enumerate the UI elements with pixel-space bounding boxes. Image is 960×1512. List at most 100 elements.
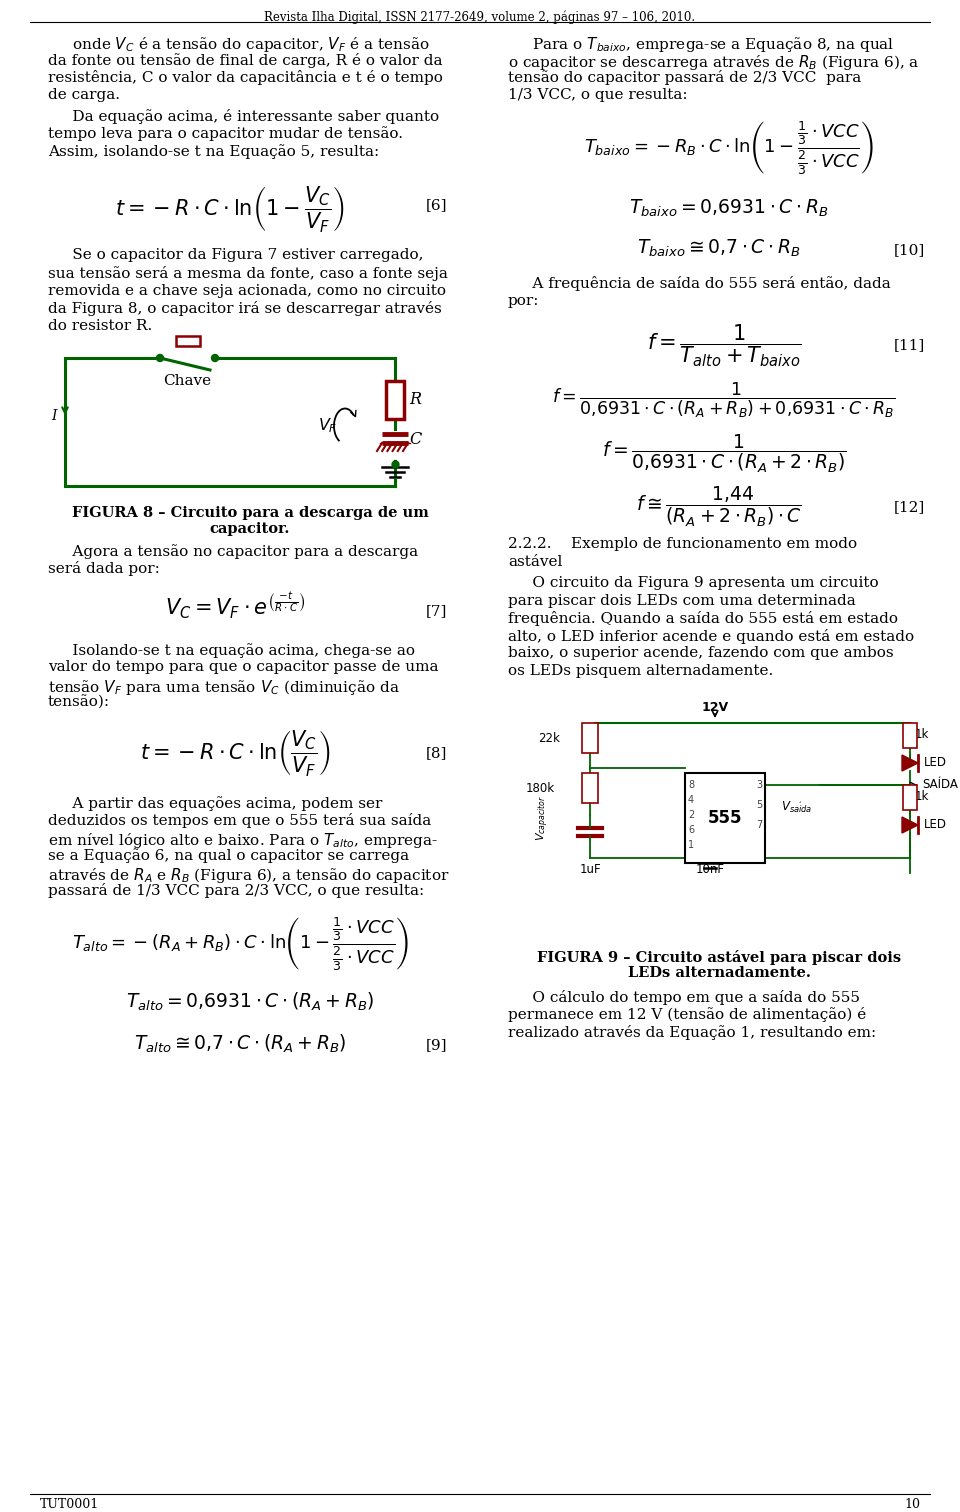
Text: $T_{alto} \cong 0{,}7 \cdot C \cdot (R_A + R_B)$: $T_{alto} \cong 0{,}7 \cdot C \cdot (R_A… [133,1033,347,1055]
Text: 1/3 VCC, o que resulta:: 1/3 VCC, o que resulta: [508,88,687,101]
Text: $T_{baixo} = 0{,}6931 \cdot C \cdot R_B$: $T_{baixo} = 0{,}6931 \cdot C \cdot R_B$ [630,198,828,219]
Text: deduzidos os tempos em que o 555 terá sua saída: deduzidos os tempos em que o 555 terá su… [48,813,431,829]
Text: Agora a tensão no capacitor para a descarga: Agora a tensão no capacitor para a desca… [48,544,419,559]
Text: $f = \dfrac{1}{0{,}6931 \cdot C \cdot (R_A + 2 \cdot R_B)}$: $f = \dfrac{1}{0{,}6931 \cdot C \cdot (R… [602,432,847,475]
Text: [11]: [11] [894,339,925,352]
Text: 22k: 22k [539,732,560,744]
Text: FIGURA 8 – Circuito para a descarga de um: FIGURA 8 – Circuito para a descarga de u… [72,507,428,520]
Text: $V_{sa\'{i}da}$: $V_{sa\'{i}da}$ [781,800,813,815]
Text: removida e a chave seja acionada, como no circuito: removida e a chave seja acionada, como n… [48,284,446,298]
Text: através de $R_A$ e $R_B$ (Figura 6), a tensão do capacitor: através de $R_A$ e $R_B$ (Figura 6), a t… [48,866,449,885]
Text: astável: astável [508,555,563,569]
Text: do resistor R.: do resistor R. [48,319,153,333]
Text: valor do tempo para que o capacitor passe de uma: valor do tempo para que o capacitor pass… [48,661,439,674]
Text: 1k: 1k [915,729,929,741]
Text: será dada por:: será dada por: [48,561,160,576]
Text: o capacitor se descarrega através de $R_B$ (Figura 6), a: o capacitor se descarrega através de $R_… [508,53,920,71]
Bar [903,723,917,748]
Text: [10]: [10] [894,243,925,257]
Text: R: R [409,392,421,408]
Text: 3: 3 [756,780,762,789]
Text: 6: 6 [688,826,694,835]
Text: $t = -R \cdot C \cdot \ln\!\left(1 - \dfrac{V_C}{V_F}\right)$: $t = -R \cdot C \cdot \ln\!\left(1 - \df… [115,183,345,233]
Text: 4: 4 [688,795,694,804]
Text: $V_F$: $V_F$ [318,417,337,435]
Text: realizado através da Equação 1, resultando em:: realizado através da Equação 1, resultan… [508,1025,876,1040]
Text: por:: por: [508,293,540,307]
Text: LEDs alternadamente.: LEDs alternadamente. [628,966,810,980]
Text: $T_{baixo} = -R_B \cdot C \cdot \ln\!\left(1 - \dfrac{\frac{1}{3} \cdot VCC}{\fr: $T_{baixo} = -R_B \cdot C \cdot \ln\!\le… [585,119,874,177]
Polygon shape [902,754,918,771]
Text: [8]: [8] [425,745,447,761]
Text: $f = \dfrac{1}{0{,}6931 \cdot C \cdot (R_A + R_B) + 0{,}6931 \cdot C \cdot R_B}$: $f = \dfrac{1}{0{,}6931 \cdot C \cdot (R… [552,381,896,420]
Bar [685,773,765,863]
Text: de carga.: de carga. [48,88,120,101]
Bar [582,773,598,803]
Text: $T_{alto} = 0{,}6931 \cdot C \cdot (R_A + R_B)$: $T_{alto} = 0{,}6931 \cdot C \cdot (R_A … [126,990,374,1013]
Bar [903,785,917,810]
Text: $V_{capacitor}$: $V_{capacitor}$ [535,795,551,841]
Text: A frequência de saída do 555 será então, dada: A frequência de saída do 555 será então,… [508,277,891,290]
Text: tensão do capacitor passará de 2/3 VCC  para: tensão do capacitor passará de 2/3 VCC p… [508,70,861,85]
Text: $T_{alto} = -(R_A + R_B) \cdot C \cdot \ln\!\left(1 - \dfrac{\frac{1}{3} \cdot V: $T_{alto} = -(R_A + R_B) \cdot C \cdot \… [72,916,408,974]
Text: 2: 2 [688,810,694,820]
Text: tempo leva para o capacitor mudar de tensão.: tempo leva para o capacitor mudar de ten… [48,127,403,142]
Text: Da equação acima, é interessante saber quanto: Da equação acima, é interessante saber q… [48,109,439,124]
Text: Se o capacitor da Figura 7 estiver carregado,: Se o capacitor da Figura 7 estiver carre… [48,248,423,263]
Text: Isolando-se t na equação acima, chega-se ao: Isolando-se t na equação acima, chega-se… [48,643,415,658]
Text: capacitor.: capacitor. [210,522,290,535]
Text: $f = \dfrac{1}{T_{alto} + T_{baixo}}$: $f = \dfrac{1}{T_{alto} + T_{baixo}}$ [647,324,802,369]
Text: $T_{baixo} \cong 0{,}7 \cdot C \cdot R_B$: $T_{baixo} \cong 0{,}7 \cdot C \cdot R_B… [637,237,801,259]
Text: se a Equação 6, na qual o capacitor se carrega: se a Equação 6, na qual o capacitor se c… [48,848,409,863]
Text: para piscar dois LEDs com uma determinada: para piscar dois LEDs com uma determinad… [508,594,855,608]
Text: da Figura 8, o capacitor irá se descarregar através: da Figura 8, o capacitor irá se descarre… [48,301,442,316]
Text: sua tensão será a mesma da fonte, caso a fonte seja: sua tensão será a mesma da fonte, caso a… [48,266,448,281]
Text: A partir das equações acima, podem ser: A partir das equações acima, podem ser [48,795,382,810]
Text: $V_C = V_F \cdot e^{\left(\frac{-t}{R \cdot C}\right)}$: $V_C = V_F \cdot e^{\left(\frac{-t}{R \c… [165,591,305,621]
Text: [7]: [7] [425,603,447,618]
Text: C: C [409,431,421,448]
Text: [12]: [12] [894,500,925,514]
Bar [176,336,200,346]
Text: 2.2.2.    Exemplo de funcionamento em modo: 2.2.2. Exemplo de funcionamento em modo [508,537,857,550]
Text: [6]: [6] [425,198,447,213]
Text: alto, o LED inferior acende e quando está em estado: alto, o LED inferior acende e quando est… [508,629,914,644]
Text: 5: 5 [756,800,762,810]
Bar [582,723,598,753]
Text: tensão $V_F$ para uma tensão $V_C$ (diminuição da: tensão $V_F$ para uma tensão $V_C$ (dimi… [48,677,399,697]
Text: Para o $T_{baixo}$, emprega-se a Equação 8, na qual: Para o $T_{baixo}$, emprega-se a Equação… [508,35,895,54]
Text: 10nF: 10nF [695,863,725,875]
Text: 1uF: 1uF [579,863,601,875]
Text: $f \cong \dfrac{1{,}44}{(R_A + 2 \cdot R_B) \cdot C}$: $f \cong \dfrac{1{,}44}{(R_A + 2 \cdot R… [636,485,802,529]
Text: Assim, isolando-se t na Equação 5, resulta:: Assim, isolando-se t na Equação 5, resul… [48,144,379,159]
Text: LED: LED [924,818,947,832]
Circle shape [156,354,163,361]
Text: 12V: 12V [702,702,729,714]
Polygon shape [902,816,918,833]
Text: O circuito da Figura 9 apresenta um circuito: O circuito da Figura 9 apresenta um circ… [508,576,878,590]
Text: frequência. Quando a saída do 555 está em estado: frequência. Quando a saída do 555 está e… [508,611,898,626]
Text: passará de 1/3 VCC para 2/3 VCC, o que resulta:: passará de 1/3 VCC para 2/3 VCC, o que r… [48,883,424,898]
Text: 10: 10 [904,1498,920,1510]
Text: O cálculo do tempo em que a saída do 555: O cálculo do tempo em que a saída do 555 [508,990,860,1005]
Text: 8: 8 [688,780,694,789]
Text: tensão):: tensão): [48,696,110,709]
Text: 180k: 180k [526,782,555,794]
Text: 1: 1 [688,841,694,850]
Text: Chave: Chave [163,373,211,389]
Text: Revista Ilha Digital, ISSN 2177-2649, volume 2, páginas 97 – 106, 2010.: Revista Ilha Digital, ISSN 2177-2649, vo… [264,11,696,24]
Circle shape [211,354,219,361]
Text: os LEDs pisquem alternadamente.: os LEDs pisquem alternadamente. [508,664,773,677]
Text: FIGURA 9 – Circuito astável para piscar dois: FIGURA 9 – Circuito astável para piscar … [537,950,901,965]
Text: SAÍDA: SAÍDA [922,779,958,791]
Text: da fonte ou tensão de final de carga, R é o valor da: da fonte ou tensão de final de carga, R … [48,53,443,68]
Text: LED: LED [924,756,947,770]
Bar [386,381,404,419]
Text: onde $V_C$ é a tensão do capacitor, $V_F$ é a tensão: onde $V_C$ é a tensão do capacitor, $V_F… [48,35,430,54]
Text: baixo, o superior acende, fazendo com que ambos: baixo, o superior acende, fazendo com qu… [508,646,894,661]
Text: 555: 555 [708,809,742,827]
Text: I: I [52,410,57,423]
Text: [9]: [9] [425,1039,447,1052]
Text: em nível lógico alto e baixo. Para o $T_{alto}$, emprega-: em nível lógico alto e baixo. Para o $T_… [48,832,438,850]
Text: permanece em 12 V (tensão de alimentação) é: permanece em 12 V (tensão de alimentação… [508,1007,866,1022]
